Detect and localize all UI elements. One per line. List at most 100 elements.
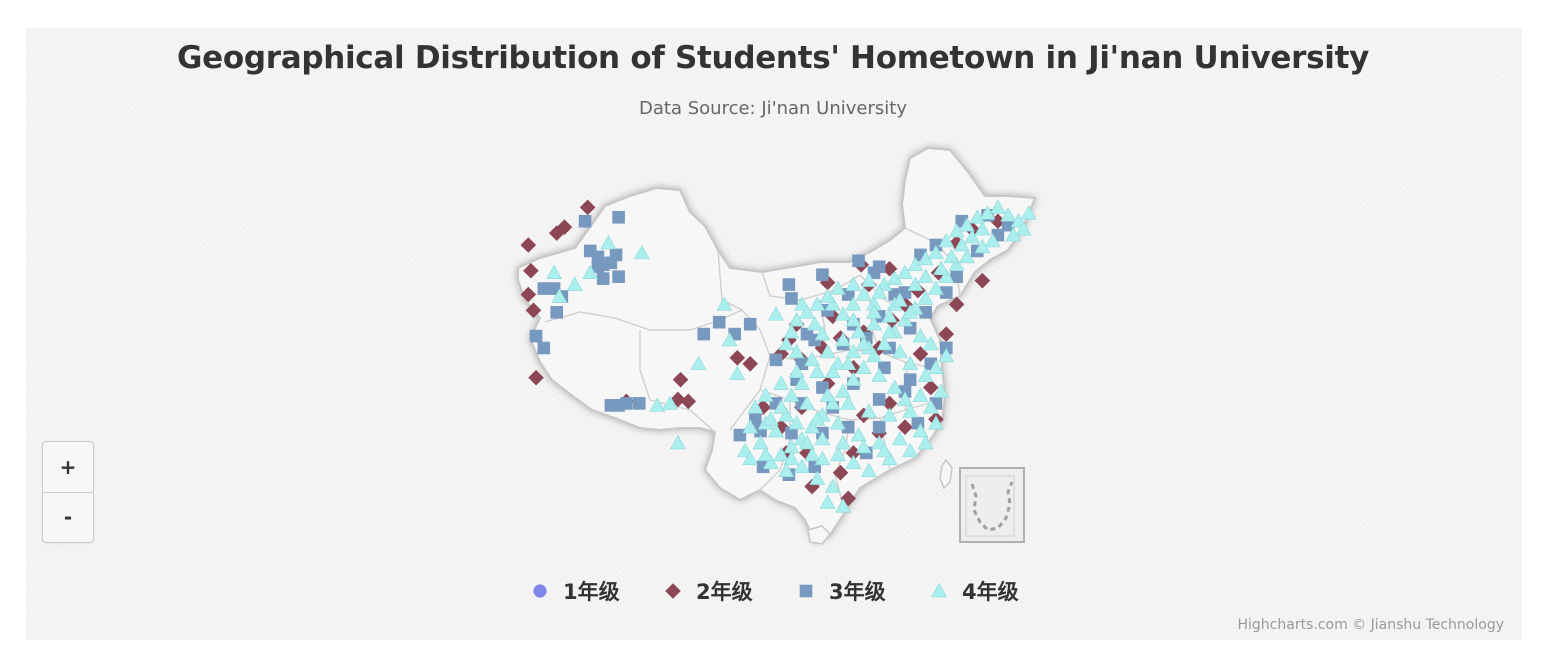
map-point-series-4[interactable] (778, 462, 795, 477)
map-point-series-3[interactable] (596, 272, 610, 285)
map-point-series-3[interactable] (697, 327, 711, 341)
map-point-series-4[interactable] (835, 383, 852, 398)
map-point-series-4[interactable] (917, 290, 934, 305)
map-point-series-3[interactable] (612, 270, 625, 283)
map-point-series-3[interactable] (749, 412, 762, 426)
map-point-series-4[interactable] (721, 331, 738, 347)
map-point-series-2[interactable] (672, 371, 689, 388)
map-point-series-4[interactable] (922, 335, 939, 351)
legend-symbol-circle[interactable] (533, 584, 547, 598)
map-point-series-4[interactable] (943, 248, 960, 264)
map-point-series-4[interactable] (757, 387, 774, 402)
map-point-series-4[interactable] (783, 450, 800, 466)
map-point-series-4[interactable] (902, 403, 919, 418)
map-point-series-2[interactable] (938, 326, 955, 342)
map-point-series-4[interactable] (912, 387, 929, 402)
map-point-series-3[interactable] (878, 361, 891, 375)
map-point-series-3[interactable] (733, 428, 747, 442)
map-point-series-4[interactable] (829, 446, 846, 462)
map-point-series-4[interactable] (551, 288, 568, 303)
map-point-series-4[interactable] (876, 335, 893, 351)
map-point-series-4[interactable] (835, 306, 852, 321)
map-point-series-4[interactable] (845, 312, 862, 327)
map-point-series-3[interactable] (537, 282, 551, 295)
map-point-series-4[interactable] (773, 399, 790, 414)
map-point-series-4[interactable] (855, 335, 872, 351)
map-point-series-4[interactable] (902, 304, 919, 319)
map-point-series-4[interactable] (768, 423, 784, 438)
map-point-series-3[interactable] (1001, 218, 1015, 232)
map-point-series-4[interactable] (716, 296, 733, 311)
map-point-series-4[interactable] (897, 391, 913, 406)
map-point-series-3[interactable] (537, 341, 551, 355)
map-point-series-2[interactable] (990, 213, 1006, 230)
map-point-series-3[interactable] (529, 329, 543, 343)
map-point-series-4[interactable] (866, 304, 882, 319)
map-point-series-3[interactable] (841, 420, 855, 434)
map-point-series-4[interactable] (783, 387, 800, 402)
map-point-series-3[interactable] (785, 426, 798, 440)
map-point-series-2[interactable] (881, 395, 898, 412)
map-point-series-4[interactable] (989, 199, 1006, 214)
map-point-series-4[interactable] (845, 276, 862, 291)
map-point-series-3[interactable] (550, 306, 563, 319)
map-point-series-4[interactable] (814, 430, 831, 446)
legend-item-label[interactable]: 2年级 (696, 580, 753, 604)
map-point-series-4[interactable] (762, 454, 779, 470)
map-point-series-4[interactable] (835, 331, 852, 347)
map-point-series-4[interactable] (860, 403, 877, 418)
map-point-series-3[interactable] (872, 393, 886, 406)
map-point-series-4[interactable] (912, 423, 929, 438)
map-point-series-4[interactable] (806, 316, 823, 331)
map-point-series-4[interactable] (845, 343, 862, 359)
map-point-series-4[interactable] (938, 268, 955, 283)
map-point-series-4[interactable] (788, 343, 805, 359)
legend-item-label[interactable]: 1年级 (563, 580, 620, 604)
map-point-series-3[interactable] (578, 214, 592, 228)
map-point-series-4[interactable] (855, 286, 872, 301)
map-point-series-4[interactable] (649, 397, 666, 412)
map-point-series-4[interactable] (742, 419, 759, 434)
map-point-series-4[interactable] (881, 450, 898, 466)
map-point-series-4[interactable] (742, 450, 759, 466)
map-point-series-4[interactable] (600, 234, 617, 250)
map-point-series-4[interactable] (814, 326, 831, 341)
map-point-series-4[interactable] (871, 284, 888, 299)
map-point-series-4[interactable] (747, 399, 764, 414)
map-point-series-3[interactable] (898, 286, 912, 299)
map-point-series-4[interactable] (948, 256, 965, 272)
map-point-series-4[interactable] (819, 343, 836, 359)
map-point-series-4[interactable] (824, 395, 841, 410)
map-point-series-4[interactable] (871, 367, 888, 382)
map-point-series-2[interactable] (520, 286, 537, 303)
map-point-series-4[interactable] (778, 335, 795, 351)
map-point-series-2[interactable] (523, 262, 539, 279)
map-point-series-3[interactable] (800, 327, 814, 341)
map-point-series-4[interactable] (773, 446, 790, 462)
map-point-series-4[interactable] (897, 312, 913, 327)
map-point-series-4[interactable] (917, 268, 934, 283)
map-point-series-4[interactable] (819, 288, 836, 303)
map-point-series-3[interactable] (620, 397, 633, 410)
map-point-series-4[interactable] (984, 232, 1001, 248)
map-point-series-4[interactable] (633, 244, 650, 260)
map-point-series-4[interactable] (757, 446, 774, 462)
map-point-series-4[interactable] (886, 379, 903, 394)
map-point-series-3[interactable] (547, 282, 561, 295)
map-point-series-4[interactable] (958, 248, 975, 264)
map-point-series-4[interactable] (788, 312, 805, 327)
map-point-series-4[interactable] (773, 375, 790, 390)
map-point-series-4[interactable] (881, 407, 898, 422)
map-point-series-4[interactable] (804, 419, 821, 434)
map-point-series-4[interactable] (902, 355, 919, 371)
map-point-series-2[interactable] (974, 272, 991, 289)
map-point-series-4[interactable] (662, 395, 679, 410)
map-point-series-4[interactable] (917, 434, 934, 450)
zoom-in-button[interactable]: + (59, 455, 77, 479)
map-point-series-4[interactable] (845, 371, 862, 386)
map-point-series-2[interactable] (832, 464, 849, 481)
map-point-series-3[interactable] (712, 315, 726, 329)
map-point-series-4[interactable] (928, 415, 944, 430)
map-point-series-2[interactable] (881, 260, 898, 277)
map-point-series-4[interactable] (829, 280, 846, 295)
